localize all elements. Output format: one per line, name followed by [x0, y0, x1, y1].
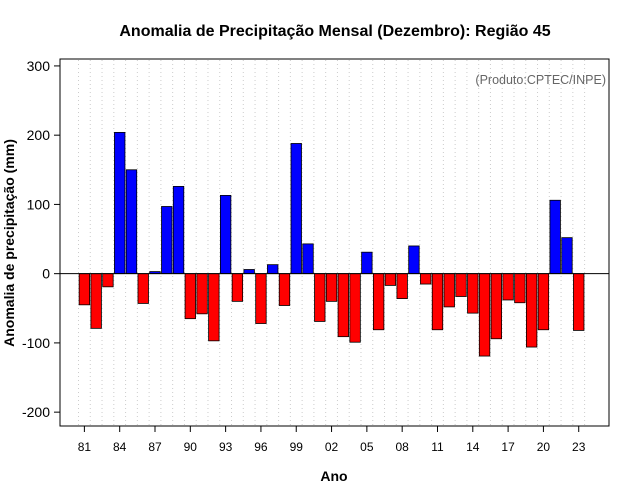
y-tick-label: 200	[27, 127, 51, 143]
bar-07	[384, 273, 397, 286]
x-tick-label: 11	[431, 440, 444, 454]
y-tick-label: -200	[22, 404, 50, 420]
y-tick-label: 0	[42, 266, 50, 282]
bar-04	[349, 273, 361, 343]
bar-96	[255, 273, 267, 324]
plot-frame	[59, 58, 610, 427]
bar-00	[302, 243, 314, 275]
x-tick-label: 17	[501, 440, 515, 454]
bar-18	[514, 273, 526, 304]
y-tick-label: 100	[27, 196, 51, 212]
x-tick-label: 05	[360, 440, 374, 454]
bar-92	[208, 273, 220, 342]
chart-title: Anomalia de Precipitação Mensal (Dezembr…	[119, 23, 550, 40]
bar-89	[172, 186, 185, 275]
grid-lines	[78, 60, 586, 425]
bar-88	[161, 206, 173, 275]
x-tick-label: 14	[466, 440, 480, 454]
bar-20	[537, 273, 550, 331]
bar-83	[102, 273, 114, 288]
y-tick-label: 300	[27, 58, 51, 74]
bar-22	[561, 237, 573, 275]
bar-97	[267, 264, 279, 275]
bar-94	[231, 273, 244, 302]
bar-03	[337, 273, 349, 338]
bar-90	[184, 273, 196, 320]
credit-label: (Produto:CPTEC/INPE)	[475, 73, 606, 87]
bar-05	[361, 251, 373, 275]
bar-16	[490, 273, 502, 340]
bars	[78, 131, 585, 357]
x-axis: 81 84 87 90 93 96 99 02 05 08 11 14 17 20 23	[78, 426, 586, 454]
x-tick-label: 99	[290, 440, 304, 454]
x-tick-label: 02	[325, 440, 339, 454]
bar-95	[243, 269, 255, 275]
bar-06	[372, 273, 385, 331]
x-axis-title: Ano	[320, 468, 347, 484]
bar-81	[78, 273, 91, 306]
bar-93	[219, 195, 232, 275]
bar-15	[478, 273, 491, 357]
bar-01	[314, 273, 326, 322]
x-tick-label: 81	[78, 440, 92, 454]
bar-13	[455, 273, 467, 297]
bar-91	[196, 273, 208, 315]
bar-09	[408, 245, 420, 275]
x-tick-label: 87	[148, 440, 162, 454]
bar-98	[278, 273, 291, 306]
bar-86	[137, 273, 149, 304]
bar-85	[125, 169, 138, 275]
x-tick-label: 93	[219, 440, 233, 454]
bar-99	[290, 143, 302, 275]
x-tick-label: 96	[254, 440, 268, 454]
y-tick-label: -100	[22, 335, 50, 351]
bar-84	[114, 131, 126, 275]
x-tick-label: 90	[184, 440, 198, 454]
x-tick-label: 84	[113, 440, 127, 454]
x-tick-label: 23	[572, 440, 586, 454]
bar-19	[525, 273, 538, 348]
bar-23	[573, 273, 585, 331]
bar-02	[325, 273, 338, 302]
bar-17	[502, 273, 514, 301]
bar-12	[443, 273, 455, 308]
y-axis-title: Anomalia de precipitação (mm)	[1, 139, 17, 347]
bar-11	[431, 273, 444, 331]
bar-21	[549, 199, 561, 275]
bar-08	[396, 273, 408, 299]
x-tick-label: 20	[537, 440, 551, 454]
bar-82	[90, 273, 102, 329]
y-axis: -200 -100 0 100 200 300	[22, 58, 60, 420]
x-tick-label: 08	[395, 440, 409, 454]
bar-10	[420, 273, 432, 285]
bar-14	[467, 273, 479, 314]
